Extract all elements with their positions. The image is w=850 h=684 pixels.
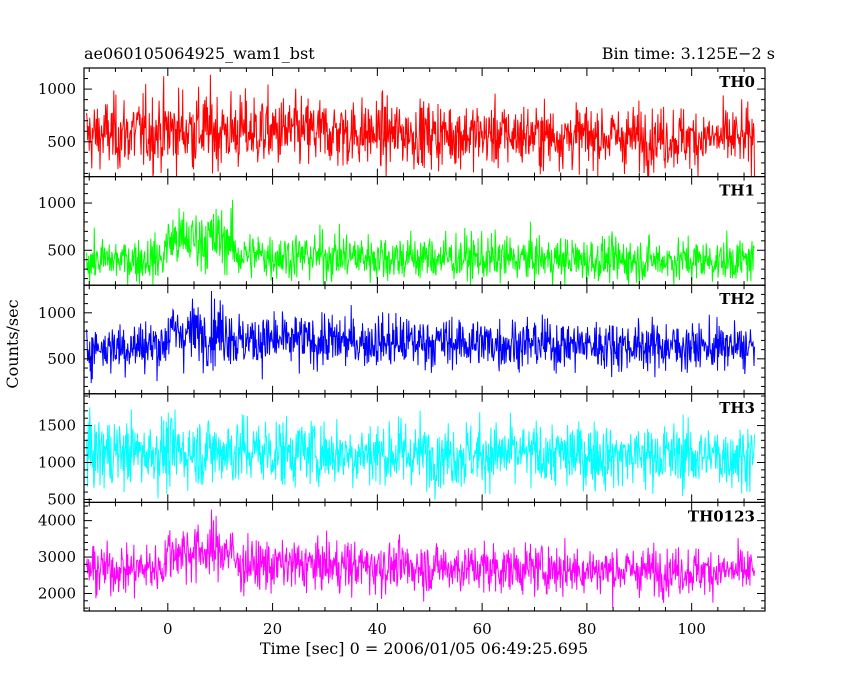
panel-frame bbox=[83, 393, 766, 503]
panel-th0123: 2000 3000 4000 TH0123 bbox=[38, 501, 766, 612]
bin-time-label: Bin time: 3.125E−2 s bbox=[602, 44, 775, 63]
y-tick-label: 3000 bbox=[38, 548, 76, 566]
x-tick-label: 80 bbox=[577, 620, 596, 638]
x-tick-label: 20 bbox=[263, 620, 282, 638]
panels-group: 500 1000 TH0 500 1000 TH1 500 1000 TH2 500 1000 150… bbox=[38, 67, 766, 612]
series-th3-line bbox=[86, 407, 755, 500]
x-tick-label: 100 bbox=[677, 620, 706, 638]
y-tick-label: 1500 bbox=[38, 417, 76, 435]
series-th1-line bbox=[86, 199, 755, 286]
y-tick-label: 500 bbox=[47, 133, 76, 151]
series-th2-line bbox=[86, 290, 755, 384]
y-tick-label: 2000 bbox=[38, 585, 76, 603]
y-tick-label: 500 bbox=[47, 241, 76, 259]
y-tick-label: 1000 bbox=[38, 194, 76, 212]
x-axis: 0 20 40 60 80 100 bbox=[163, 620, 706, 638]
x-tick-label: 40 bbox=[368, 620, 387, 638]
panel-th3: 500 1000 1500 TH3 bbox=[38, 393, 766, 508]
y-tick-label: 4000 bbox=[38, 512, 76, 530]
series-th0-line bbox=[86, 74, 755, 177]
panel-label-th0123: TH0123 bbox=[688, 507, 755, 525]
panel-label-th2: TH2 bbox=[719, 290, 755, 308]
y-tick-label: 500 bbox=[47, 350, 76, 368]
x-tick-label: 0 bbox=[163, 620, 173, 638]
panel-th2: 500 1000 TH2 bbox=[38, 284, 766, 395]
panel-label-th0: TH0 bbox=[719, 73, 755, 91]
panel-label-th1: TH1 bbox=[719, 182, 755, 200]
series-th0123-line bbox=[86, 509, 755, 608]
y-tick-label: 1000 bbox=[38, 304, 76, 322]
y-axis-label: Counts/sec bbox=[3, 299, 22, 388]
panel-th0: 500 1000 TH0 bbox=[38, 67, 766, 178]
x-axis-label: Time [sec] 0 = 2006/01/05 06:49:25.695 bbox=[260, 639, 588, 658]
panel-label-th3: TH3 bbox=[719, 399, 755, 417]
panel-th1: 500 1000 TH1 bbox=[38, 176, 766, 286]
x-tick-label: 60 bbox=[473, 620, 492, 638]
chart-title: ae060105064925_wam1_bst bbox=[84, 44, 315, 63]
y-tick-label: 500 bbox=[47, 490, 76, 508]
y-tick-label: 1000 bbox=[38, 454, 76, 472]
y-tick-label: 1000 bbox=[38, 80, 76, 98]
